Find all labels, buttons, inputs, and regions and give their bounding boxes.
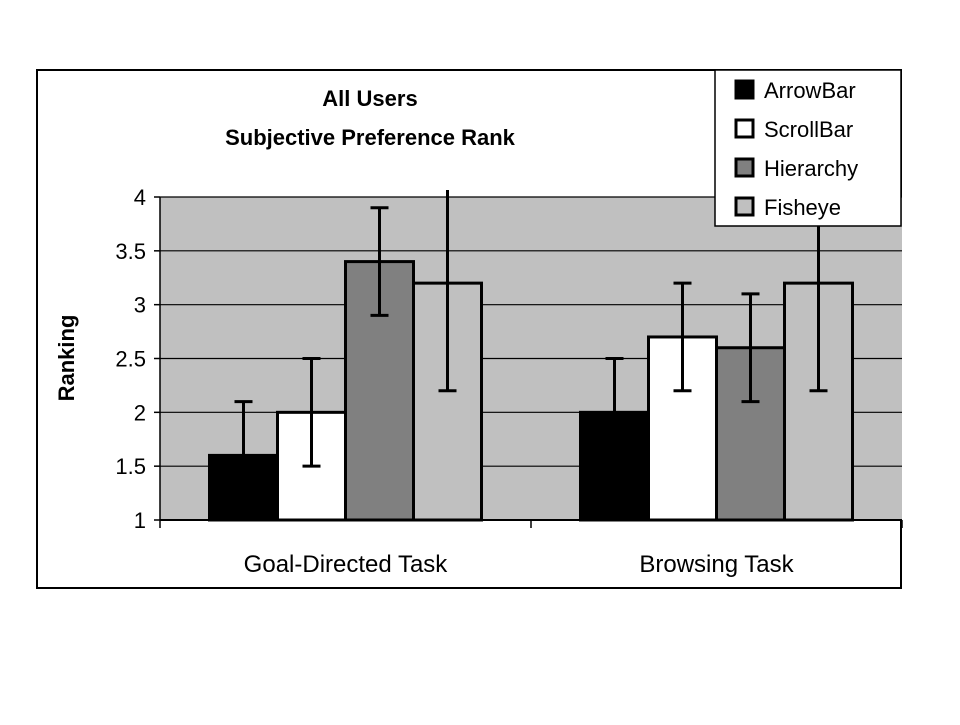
y-axis-label: Ranking — [54, 315, 79, 402]
axes: 1 1.5 2 2.5 3 3.5 4 Goal-Directed Task Browsing … — [115, 185, 903, 578]
x-category-label: Goal-Directed Task — [244, 551, 449, 578]
y-tick-label: 1 — [134, 508, 146, 533]
chart-title: All Users — [322, 86, 417, 111]
legend-label: Fisheye — [764, 195, 841, 220]
legend-label: ArrowBar — [764, 78, 856, 103]
legend-swatch — [734, 157, 755, 178]
chart-subtitle: Subjective Preference Rank — [225, 125, 516, 150]
legend-swatch — [734, 196, 755, 217]
bars — [208, 190, 854, 522]
y-tick-label: 3 — [134, 293, 146, 318]
legend-swatch — [734, 79, 755, 100]
y-tick-label: 1.5 — [115, 454, 146, 479]
legend-label: ScrollBar — [764, 117, 853, 142]
y-tick-label: 2 — [134, 400, 146, 425]
y-tick-label: 4 — [134, 185, 146, 210]
y-tick-label: 3.5 — [115, 239, 146, 264]
legend: ArrowBar ScrollBar Hierarchy Fisheye — [734, 78, 858, 220]
legend-label: Hierarchy — [764, 156, 858, 181]
x-category-label: Browsing Task — [639, 551, 794, 578]
y-tick-label: 2.5 — [115, 347, 146, 372]
legend-swatch — [734, 118, 755, 139]
